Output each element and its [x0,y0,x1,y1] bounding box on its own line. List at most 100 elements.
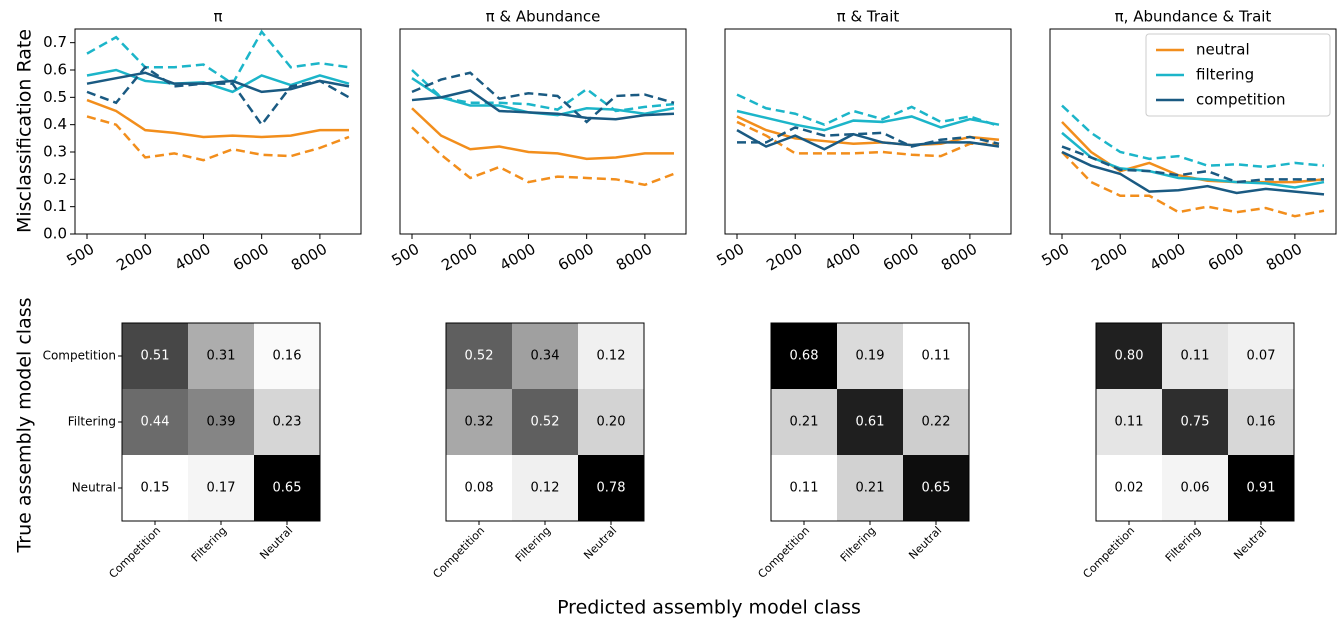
heatmap-cell [1162,389,1228,455]
line-solid [736,129,1000,151]
x-axis-label: Predicted assembly model class [557,597,861,619]
heatmap-cell [1228,389,1294,455]
x-tick-label: 4000 [1147,240,1189,275]
heatmap-cell [578,323,644,389]
cell-label: 0.19 [856,349,885,364]
heatmap-cell [578,389,644,455]
x-tick-label: Neutral [906,524,944,562]
cell-label: 0.08 [465,481,494,496]
x-tick-label: Competition [430,524,487,581]
line-solid [1061,121,1325,184]
y-tick-label: 0.1 [43,197,67,215]
cell-label: 0.17 [207,481,236,496]
chart-title: π & Trait [837,8,900,26]
cell-label: 0.22 [922,415,951,430]
line-dashed [736,93,1000,128]
cell-label: 0.07 [1247,349,1276,364]
x-tick-label: 6000 [230,240,272,275]
heatmap-cell [903,455,969,521]
line-solid [86,71,350,94]
heatmap-cell [446,323,512,389]
heatmap-cell [1228,323,1294,389]
y-tick-label: 0.2 [43,170,67,188]
cell-label: 0.21 [856,481,885,496]
cell-label: 0.16 [1247,415,1276,430]
x-tick-label: 8000 [1263,240,1305,275]
line-dashed [1061,145,1324,184]
x-tick-label: Filtering [1163,524,1203,564]
cell-label: 0.51 [141,349,170,364]
cell-label: 0.52 [465,349,494,364]
heatmap-cell [771,389,837,455]
x-tick-label: 500 [713,240,747,270]
heatmap-cell [122,323,188,389]
cell-label: 0.78 [597,481,626,496]
cell-label: 0.11 [922,349,951,364]
legend-label: filtering [1196,66,1254,84]
heatmap-cell [188,323,254,389]
legend-box [1145,33,1331,117]
x-tick-label: 4000 [172,240,214,275]
heatmap-cell [122,455,188,521]
cell-label: 0.65 [922,481,951,496]
x-tick-label: Competition [755,524,812,581]
cell-label: 0.91 [1247,481,1276,496]
heatmap-cell [122,389,188,455]
x-tick-label: 2000 [113,240,155,275]
x-tick-label: 8000 [938,240,980,275]
line-dashed [411,71,675,124]
line-dashed [1061,104,1325,169]
y-tick-label: Competition [43,349,116,363]
line-solid [86,98,349,139]
line-dashed [737,126,1000,148]
x-tick-label: 4000 [822,240,864,275]
x-tick-label: Neutral [257,524,295,562]
heatmap-cell [512,455,578,521]
plot-frame [1049,28,1337,235]
cell-label: 0.65 [273,481,302,496]
heatmap-cell [512,389,578,455]
x-tick-label: 2000 [438,240,480,275]
x-tick-label: 500 [388,240,422,270]
heatmap-cell [188,389,254,455]
y-tick-label: Filtering [68,415,116,429]
x-tick-label: Filtering [513,524,553,564]
heatmap-cell [837,455,903,521]
x-tick-label: 2000 [763,240,805,275]
heatmap-cell [1096,323,1162,389]
cell-label: 0.80 [1115,349,1144,364]
heatmap-cell [1228,455,1294,521]
heatmap-cell [903,389,969,455]
x-tick-label: 8000 [288,240,330,275]
heatmap-cell [578,455,644,521]
line-dashed [1061,151,1325,218]
x-tick-label: Neutral [581,524,619,562]
line-solid [411,89,675,121]
y-axis-label: Misclassification Rate [14,29,36,233]
cell-label: 0.23 [273,415,302,430]
plot-frame [399,28,687,235]
y-tick-label: 0.0 [43,225,67,243]
y-tick-label: 0.5 [43,88,67,106]
line-dashed [411,69,675,113]
y-tick-label: 0.7 [43,33,67,51]
cell-label: 0.68 [790,349,819,364]
cell-label: 0.15 [141,481,170,496]
x-tick-label: Competition [1080,524,1137,581]
line-dashed [86,65,350,127]
chart-title: π [213,8,222,26]
cell-label: 0.34 [531,349,560,364]
cell-label: 0.11 [790,481,819,496]
x-tick-label: 6000 [555,240,597,275]
heatmap-cell [1162,323,1228,389]
heatmap-cell [446,455,512,521]
cell-label: 0.32 [465,415,494,430]
cell-label: 0.52 [531,415,560,430]
line-solid [411,77,675,117]
x-tick-label: 500 [1038,240,1072,270]
cell-label: 0.39 [207,415,236,430]
x-tick-label: 4000 [497,240,539,275]
line-dashed [86,29,350,86]
y-tick-label: 0.6 [43,61,67,79]
